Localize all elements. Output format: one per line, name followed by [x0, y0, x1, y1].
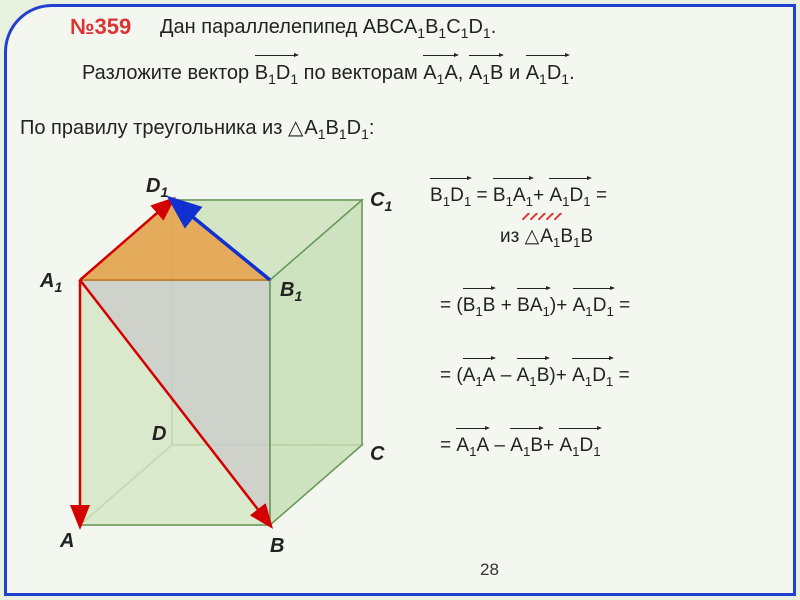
vertex-label-C1: C1 [370, 189, 392, 214]
eq-row-5: = A1A – A1B+ A1D1 [440, 435, 601, 459]
vertex-label-D1: D1 [146, 175, 168, 200]
vertex-label-B1: B1 [280, 279, 302, 304]
rule-text: По правилу треугольника из A1B1D1: [20, 115, 374, 142]
eq-row-2: из A1B1B [500, 225, 593, 250]
vertex-label-A1: A1 [40, 270, 62, 295]
page-number: 28 [480, 560, 499, 580]
problem-number: №359 [70, 14, 131, 40]
task-text: Разложите вектор B1D1 по векторам A1A, A… [82, 62, 575, 87]
parallelepiped-diagram [20, 165, 410, 565]
given-text: Дан параллелепипед ABCA1B1C1D1. [160, 16, 496, 41]
underline-squiggle [516, 207, 562, 225]
eq-row-3: = (B1B + BA1)+ A1D1 = [440, 295, 630, 319]
vertex-label-D: D [152, 423, 166, 446]
vertex-label-B: B [270, 535, 284, 558]
eq-row-4: = (A1A – A1B)+ A1D1 = [440, 365, 630, 389]
eq-row-1: B1D1 = B1A1+ A1D1 = [430, 185, 607, 209]
vertex-label-A: A [60, 530, 74, 553]
vertex-label-C: C [370, 443, 384, 466]
